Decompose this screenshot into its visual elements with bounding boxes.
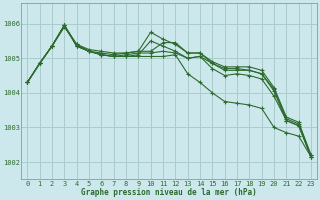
X-axis label: Graphe pression niveau de la mer (hPa): Graphe pression niveau de la mer (hPa) [81, 188, 257, 197]
